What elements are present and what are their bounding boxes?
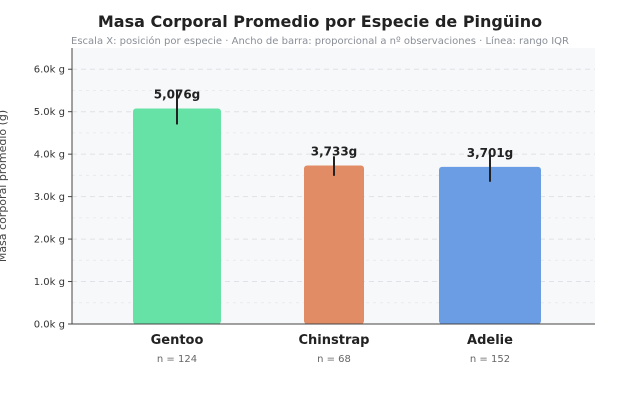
x-count-label: n = 152 bbox=[470, 354, 510, 365]
x-count-label: n = 68 bbox=[317, 354, 351, 365]
x-category-label: Chinstrap bbox=[299, 333, 370, 348]
bar-value-label: 3,701g bbox=[467, 146, 514, 160]
y-tick-label: 3.0k g bbox=[34, 192, 65, 203]
y-tick-label: 1.0k g bbox=[34, 277, 65, 288]
bar-gentoo bbox=[133, 108, 221, 324]
bar-value-label: 5,076g bbox=[154, 87, 201, 101]
y-tick-label: 2.0k g bbox=[34, 235, 65, 246]
chart-subtitle: Escala X: posición por especie · Ancho d… bbox=[71, 35, 569, 47]
bar-adelie bbox=[439, 166, 541, 324]
y-tick-label: 4.0k g bbox=[34, 150, 65, 161]
bar-chinstrap bbox=[304, 165, 364, 324]
y-axis-label: Masa corporal promedio (g) bbox=[0, 110, 9, 262]
y-tick-label: 5.0k g bbox=[34, 107, 65, 118]
bar-value-label: 3,733g bbox=[311, 144, 358, 158]
x-count-label: n = 124 bbox=[157, 354, 197, 365]
y-tick-label: 6.0k g bbox=[34, 65, 65, 76]
y-tick-label: 0.0k g bbox=[34, 320, 65, 331]
x-category-label: Adelie bbox=[467, 333, 513, 348]
chart-title: Masa Corporal Promedio por Especie de Pi… bbox=[98, 12, 542, 31]
x-category-label: Gentoo bbox=[151, 333, 204, 348]
